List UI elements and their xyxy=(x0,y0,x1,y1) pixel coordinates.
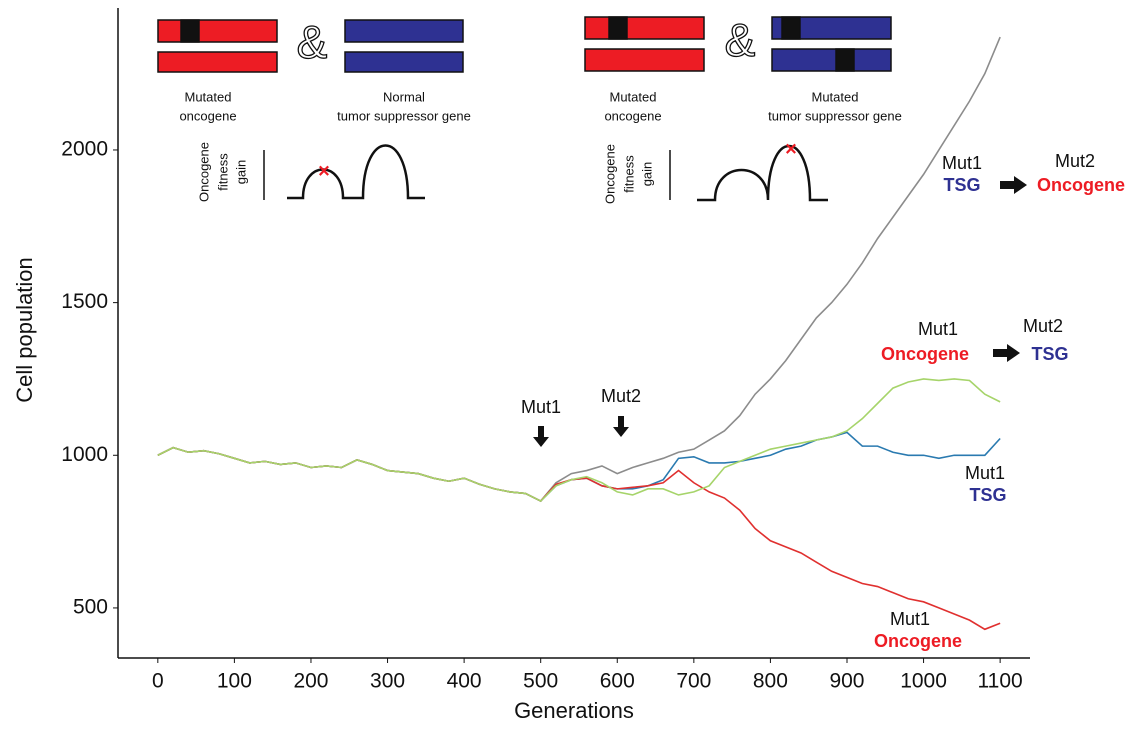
y-axis-label: Cell population xyxy=(12,257,37,403)
x-tick-label: 1000 xyxy=(900,670,947,693)
diagram-left xyxy=(157,19,464,200)
line-label: TSG xyxy=(969,485,1006,505)
line-label: Oncogene xyxy=(874,631,962,651)
annotation: & xyxy=(297,16,328,68)
plot-area: 500 1000 1500 2000 0 100 200 300 400 500 600 700 800… xyxy=(61,8,1030,693)
x-tick-label: 100 xyxy=(217,670,252,693)
line-label: TSG xyxy=(943,175,980,195)
annotation: Mut1 xyxy=(521,397,561,417)
annotation: Mutated xyxy=(610,89,657,104)
annotation: Oncogene xyxy=(196,142,211,202)
x-axis-label: Generations xyxy=(514,698,634,723)
x-tick-label: 400 xyxy=(447,670,482,693)
x-tick-label: 800 xyxy=(753,670,788,693)
annotation: Oncogene xyxy=(602,144,617,204)
x-tick-label: 700 xyxy=(676,670,711,693)
series-line xyxy=(157,446,1001,631)
x-tick-label: 600 xyxy=(600,670,635,693)
annotation: tumor suppressor gene xyxy=(768,108,902,123)
annotation: gain xyxy=(639,162,654,187)
annotation: Normal xyxy=(383,89,425,104)
y-tick-label: 2000 xyxy=(61,138,108,161)
series-line xyxy=(157,431,1001,503)
x-tick-label: 500 xyxy=(523,670,558,693)
annotation: fitness xyxy=(215,153,230,191)
marker: × xyxy=(318,160,330,182)
x-tick-label: 900 xyxy=(829,670,864,693)
annotation: Mut2 xyxy=(601,386,641,406)
line-label: Mut1 xyxy=(890,609,930,629)
line-label: Mut2 xyxy=(1023,316,1063,336)
series-line xyxy=(157,36,1001,503)
annotation: tumor suppressor gene xyxy=(337,108,471,123)
line-label: Oncogene xyxy=(1037,175,1125,195)
annotation: oncogene xyxy=(179,108,236,123)
arrow xyxy=(533,426,549,447)
x-tick-label: 1100 xyxy=(978,670,1023,693)
line-label: Mut1 xyxy=(918,319,958,339)
annotation: fitness xyxy=(621,155,636,193)
line-label: Oncogene xyxy=(881,344,969,364)
line-label: Mut2 xyxy=(1055,151,1095,171)
arrow xyxy=(993,344,1020,362)
series-line xyxy=(157,378,1001,503)
y-tick-label: 500 xyxy=(73,595,108,618)
x-tick-label: 0 xyxy=(152,670,164,693)
annotation: Mutated xyxy=(812,89,859,104)
y-tick-label: 1000 xyxy=(61,443,108,466)
arrow xyxy=(1000,176,1027,194)
x-tick-label: 300 xyxy=(370,670,405,693)
line-label: Mut1 xyxy=(942,153,982,173)
annotation: Mutated xyxy=(185,89,232,104)
x-tick-label: 200 xyxy=(293,670,328,693)
arrow xyxy=(613,416,629,437)
annotation: oncogene xyxy=(604,108,661,123)
y-tick-label: 1500 xyxy=(61,290,108,313)
marker: × xyxy=(785,138,797,160)
line-label: TSG xyxy=(1031,344,1068,364)
annotation: gain xyxy=(233,160,248,185)
line-label: Mut1 xyxy=(965,463,1005,483)
diagram-right xyxy=(584,16,892,202)
annotation: & xyxy=(725,14,756,66)
